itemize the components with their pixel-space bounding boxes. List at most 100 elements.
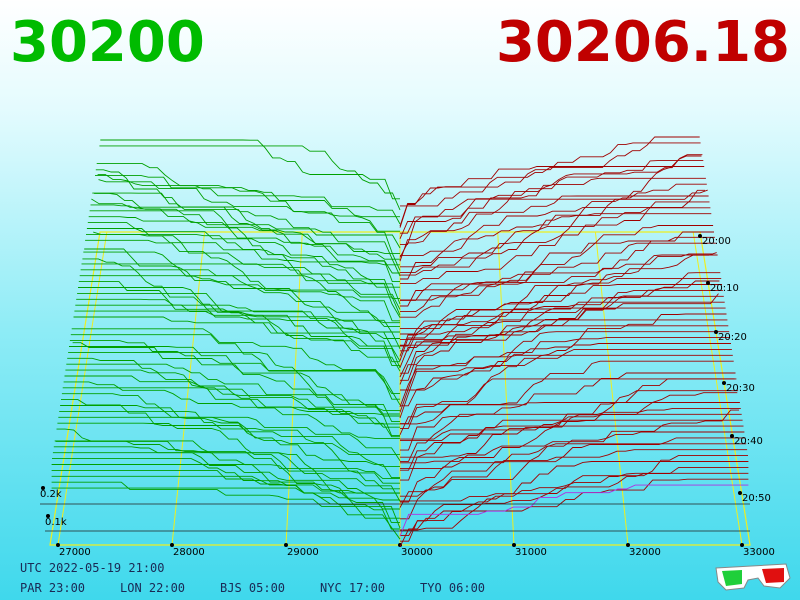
price-tick	[512, 543, 517, 547]
ask-curve	[399, 166, 705, 227]
bid-curve	[99, 145, 401, 211]
ask-curve	[400, 431, 745, 503]
bid-curve	[80, 269, 400, 324]
ask-curve	[400, 225, 714, 307]
ask-curve	[400, 348, 732, 425]
glasses-icon	[715, 563, 791, 591]
bid-curve	[51, 475, 401, 540]
price-label: 29000	[287, 547, 319, 558]
ask-curve	[400, 160, 704, 245]
time-tick	[738, 491, 742, 495]
bid-curve	[73, 316, 401, 369]
labels: 27000 28000 29000 30000 31000 32000 33000 20:00…	[40, 234, 775, 558]
ask-curve	[400, 466, 749, 537]
ask-curve	[399, 307, 726, 385]
bid-curve	[61, 399, 400, 467]
bid-curve	[83, 251, 400, 327]
ask-curve	[400, 313, 727, 391]
price-tick	[740, 543, 745, 547]
ask-curve	[400, 354, 733, 407]
ask-curve	[399, 278, 722, 357]
bid-curve	[61, 393, 401, 462]
time-label: 20:50	[742, 493, 771, 504]
bid-curve	[51, 481, 401, 529]
city-time: PAR 23:00	[20, 581, 85, 595]
price-tick	[626, 543, 631, 547]
price-grid-line	[285, 231, 303, 546]
ask-curve	[399, 343, 731, 419]
price-tick	[55, 543, 60, 547]
ask-curve	[400, 407, 741, 464]
price-label: 31000	[515, 547, 547, 558]
bid-curve	[52, 452, 401, 502]
ask-curve	[400, 372, 736, 425]
bid-curve	[87, 222, 400, 299]
bid-curve	[86, 233, 401, 310]
ask-curve	[400, 253, 713, 301]
ask-curve	[399, 437, 746, 508]
ask-price: 30206.18	[496, 10, 790, 75]
bid-curve	[69, 340, 400, 411]
ask-curve	[400, 461, 749, 531]
price-grid-line	[171, 231, 206, 546]
time-tick	[730, 434, 734, 438]
ask-curve	[399, 337, 731, 413]
ask-curve	[400, 413, 742, 462]
ask-curve	[400, 325, 729, 381]
ask-curve	[400, 443, 747, 497]
bid-curve	[54, 440, 400, 494]
city-time: NYC 17:00	[320, 581, 385, 595]
ask-curve	[399, 478, 749, 547]
ask-curve	[399, 484, 749, 537]
ask-curve	[400, 419, 743, 471]
ask-curve	[400, 284, 722, 347]
utc-time: UTC 2022-05-19 21:00	[20, 561, 165, 575]
ask-curve	[400, 390, 739, 440]
price-label: 33000	[743, 547, 775, 558]
ask-curve	[400, 201, 710, 285]
city-time: TYO 06:00	[420, 581, 485, 595]
ask-curve	[400, 455, 748, 502]
ask-curve	[400, 378, 735, 441]
bid-curve	[59, 410, 400, 479]
time-tick	[706, 281, 710, 285]
depth-label: 0.2k	[40, 489, 62, 500]
bid-curve	[89, 210, 400, 288]
ask-curve	[400, 136, 700, 207]
ask-curve	[400, 236, 715, 318]
time-tick	[714, 330, 718, 334]
depth-label: 0.1k	[45, 517, 67, 528]
bid-curve	[98, 179, 400, 232]
ask-curve	[400, 189, 708, 273]
ask-curve	[399, 319, 728, 378]
ask-curve	[400, 378, 737, 429]
bid-curve	[94, 192, 400, 260]
ask-curve	[400, 183, 707, 268]
bid-curve	[71, 328, 400, 400]
price-label: 28000	[173, 547, 205, 558]
bid-curve	[51, 469, 400, 519]
bid-curve	[53, 446, 400, 494]
ask-curve	[399, 289, 723, 368]
ask-curve	[399, 301, 725, 361]
bid-curve	[66, 363, 400, 415]
bid-curve	[95, 174, 400, 255]
time-tick	[698, 234, 702, 238]
ask-curve	[400, 402, 740, 451]
time-label: 20:20	[718, 332, 747, 343]
curves	[40, 136, 750, 547]
depth-tick	[41, 486, 45, 490]
ask-curve	[399, 360, 734, 435]
bid-curve	[69, 346, 400, 417]
bid-curve	[58, 416, 400, 484]
price-tick	[283, 543, 288, 547]
price-tick	[169, 543, 174, 547]
ask-curve	[399, 195, 709, 258]
bid-curve	[85, 239, 401, 316]
ask-curve	[399, 177, 706, 262]
price-label: 32000	[629, 547, 661, 558]
bid-curve	[72, 342, 400, 395]
bid-curve	[70, 334, 401, 406]
bid-curve	[77, 292, 400, 367]
ask-curve	[400, 293, 719, 341]
